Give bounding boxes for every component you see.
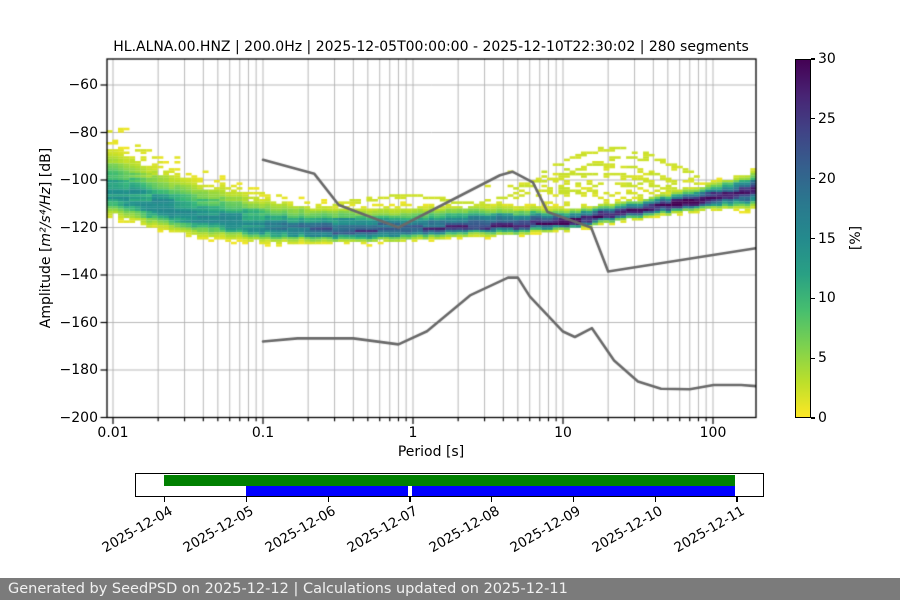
date-tick-mark [327,496,329,502]
date-tick-mark [491,496,493,502]
timeline-coverage-green [164,474,736,486]
colorbar-label: [%] [848,225,864,251]
x-tick-label: 0.01 [97,425,129,441]
date-tick-mark [572,496,575,502]
colorbar-tick-mark [811,237,815,240]
colorbar-tick-mark [811,118,815,120]
plot-title: HL.ALNA.00.HNZ | 200.0Hz | 2025-12-05T00… [113,39,749,55]
colorbar-tick-label: 30 [818,51,836,67]
x-tick-label: 0.1 [251,425,275,441]
colorbar-tick-mark [811,357,815,359]
colorbar-tick-label: 15 [818,230,836,247]
date-tick-mark [409,496,411,502]
colorbar-tick-label: 10 [818,290,836,307]
colorbar [795,59,811,418]
date-tick-mark [736,496,738,502]
x-tick-label: 100 [699,425,727,441]
colorbar-tick-label: 25 [818,110,836,127]
colorbar-tick-mark [811,297,815,299]
footer-bar: Generated by SeedPSD on 2025-12-12 | Cal… [0,578,900,600]
y-tick-label: −160 [59,314,98,331]
x-tick-label: 1 [408,425,418,441]
y-tick-label: −80 [68,124,98,141]
date-tick-mark [245,496,248,502]
x-axis-label: Period [s] [397,444,465,460]
x-tick-label: 10 [554,425,572,441]
timeline-data-blue [245,485,409,496]
colorbar-tick-mark [811,417,815,419]
date-tick-mark [164,496,166,502]
footer-text: Generated by SeedPSD on 2025-12-12 | Cal… [8,581,568,597]
y-tick-label: −60 [68,77,98,93]
colorbar-tick-label: 5 [818,350,827,367]
y-tick-label: −200 [59,409,98,426]
y-tick-label: −100 [59,172,98,188]
colorbar-tick-label: 0 [818,410,827,426]
y-tick-label: −120 [59,219,98,236]
timeline-data-blue [411,485,735,496]
y-tick-label: −180 [59,362,98,378]
y-axis-label-math: m²/s⁴/Hz [38,187,54,247]
y-tick-label: −140 [59,267,98,283]
colorbar-tick-label: 20 [818,170,836,187]
colorbar-tick-mark [811,178,815,180]
colorbar-tick-mark [811,58,815,60]
date-tick-mark [654,496,656,502]
